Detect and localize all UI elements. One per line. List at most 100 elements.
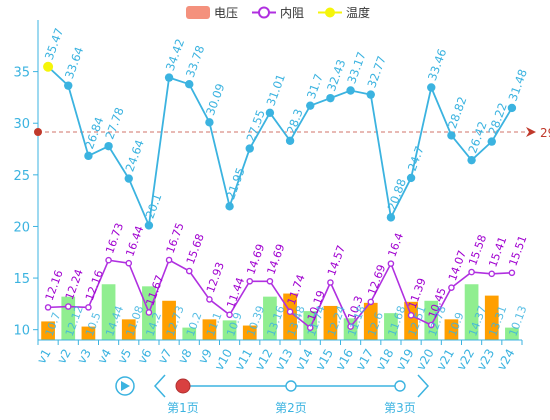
temperature-point[interactable] — [185, 80, 194, 89]
voltage-bar[interactable] — [484, 295, 499, 340]
resistance-point[interactable] — [448, 284, 455, 291]
timeline-page-label: 第1页 — [167, 401, 199, 415]
voltage-bar[interactable] — [444, 319, 459, 340]
chevron-right-icon[interactable] — [417, 374, 430, 398]
resistance-point[interactable] — [44, 304, 52, 311]
play-icon[interactable] — [115, 376, 135, 396]
voltage-bar[interactable] — [404, 301, 418, 340]
voltage-bar[interactable] — [121, 319, 136, 340]
timeline-page-3[interactable]: 第3页 — [384, 380, 416, 415]
timeline-page-2[interactable]: 第2页 — [275, 380, 307, 415]
temperature-point[interactable] — [144, 221, 154, 230]
resistance-point[interactable] — [64, 303, 72, 310]
resistance-point[interactable] — [387, 260, 395, 267]
temperature-point[interactable] — [265, 108, 275, 118]
temperature-point[interactable] — [164, 73, 174, 82]
voltage-label: 11.1 — [204, 311, 225, 338]
legend[interactable]: 电压 内阻 温度 — [186, 5, 370, 20]
temperature-point[interactable] — [306, 101, 315, 110]
resistance-point[interactable] — [508, 269, 516, 277]
voltage-bar[interactable] — [263, 296, 277, 340]
legend-label: 温度 — [346, 5, 370, 20]
voltage-bar[interactable] — [182, 327, 197, 340]
temperature-point[interactable] — [205, 118, 214, 127]
voltage-bar[interactable] — [202, 319, 217, 340]
resistance-point[interactable] — [306, 324, 314, 332]
voltage-bar[interactable] — [505, 327, 519, 340]
resistance-point[interactable] — [286, 308, 294, 316]
temperature-point[interactable] — [43, 61, 54, 72]
resistance-point[interactable] — [327, 279, 334, 286]
timeline-dot[interactable] — [394, 380, 406, 392]
resistance-point[interactable] — [427, 321, 435, 329]
resistance-point[interactable] — [145, 309, 153, 316]
resistance-point[interactable] — [367, 298, 375, 306]
temperature-label: 33.46 — [425, 47, 449, 83]
resistance-point[interactable] — [185, 267, 193, 275]
resistance-point[interactable] — [85, 304, 92, 311]
voltage-bar[interactable] — [323, 305, 338, 340]
resistance-label: 15.51 — [507, 234, 530, 268]
y-tick-label: 30 — [13, 117, 30, 132]
x-tick-label: v16 — [333, 347, 356, 373]
resistance-point[interactable] — [347, 323, 354, 330]
y-tick-label: 15 — [13, 272, 30, 287]
chevron-left-icon[interactable] — [153, 374, 166, 398]
voltage-bar[interactable] — [162, 300, 176, 340]
voltage-label: 10.5 — [83, 311, 104, 338]
temperature-point[interactable] — [285, 136, 295, 145]
markline-label: 29.15 — [540, 126, 550, 140]
voltage-bar[interactable] — [101, 284, 116, 340]
temperature-point[interactable] — [467, 155, 476, 165]
voltage-bar[interactable] — [242, 325, 257, 340]
temperature-point[interactable] — [104, 141, 113, 151]
temperature-point[interactable] — [447, 131, 456, 140]
temperature-point[interactable] — [64, 81, 73, 90]
voltage-bar[interactable] — [81, 326, 96, 340]
x-tick-label: v3 — [75, 347, 94, 367]
resistance-point[interactable] — [468, 268, 475, 276]
temperature-point[interactable] — [487, 137, 496, 146]
legend-item-1[interactable]: 电压 — [186, 6, 238, 20]
resistance-label: 12.69 — [365, 263, 388, 297]
temperature-point[interactable] — [366, 90, 375, 99]
legend-item-3[interactable]: 温度 — [318, 5, 370, 20]
resistance-point[interactable] — [206, 296, 213, 303]
resistance-point[interactable] — [488, 270, 496, 278]
resistance-point[interactable] — [226, 311, 233, 319]
voltage-bar[interactable] — [424, 300, 439, 340]
y-tick-label: 20 — [13, 220, 30, 235]
voltage-bar[interactable] — [464, 284, 479, 340]
temperature-point[interactable] — [427, 83, 436, 92]
temperature-point[interactable] — [326, 93, 335, 103]
voltage-bar[interactable] — [41, 321, 55, 340]
resistance-point[interactable] — [266, 277, 274, 285]
temperature-point[interactable] — [507, 103, 517, 113]
y-tick-label: 35 — [13, 66, 30, 81]
temperature-point[interactable] — [245, 144, 254, 153]
timeline-dot[interactable] — [285, 380, 297, 392]
resistance-point[interactable] — [246, 277, 254, 285]
resistance-label: 14.57 — [325, 243, 348, 277]
temperature-point[interactable] — [346, 86, 355, 95]
temperature-point[interactable] — [406, 173, 416, 183]
temperature-point[interactable] — [386, 213, 396, 222]
temperature-point[interactable] — [84, 151, 93, 161]
resistance-point[interactable] — [105, 256, 112, 264]
y-tick-label: 25 — [13, 169, 30, 184]
legend-item-2[interactable]: 内阻 — [252, 6, 304, 20]
timeline-page-1[interactable]: 第1页 — [167, 378, 199, 415]
timeline-pager[interactable]: 第1页 第2页 第3页 — [115, 374, 430, 415]
voltage-bar[interactable] — [222, 320, 237, 340]
temperature-label: 34.42 — [163, 37, 187, 73]
voltage-bar[interactable] — [363, 302, 378, 340]
timeline-active-dot[interactable] — [175, 378, 191, 394]
resistance-point[interactable] — [165, 256, 173, 264]
temperature-point[interactable] — [225, 202, 234, 211]
resistance-label: 15.58 — [466, 233, 489, 267]
voltage-bar[interactable] — [384, 313, 398, 340]
x-tick-label: v12 — [252, 347, 275, 373]
temperature-point[interactable] — [124, 174, 133, 183]
resistance-point[interactable] — [407, 312, 415, 319]
resistance-point[interactable] — [125, 259, 133, 267]
